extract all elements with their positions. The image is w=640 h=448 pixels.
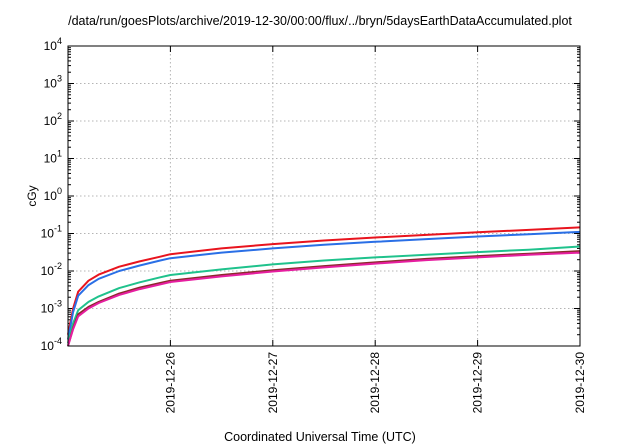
y-tick-base: 10 bbox=[44, 189, 58, 203]
y-tick-base: 10 bbox=[41, 264, 55, 278]
y-tick-exponent: 0 bbox=[57, 186, 62, 196]
y-tick-exponent: 2 bbox=[57, 111, 62, 121]
y-tick-exponent: -1 bbox=[54, 224, 62, 234]
x-tick-label: 2019-12-26 bbox=[163, 352, 177, 414]
series-3-line bbox=[67, 245, 581, 344]
plot-frame bbox=[67, 45, 581, 347]
y-tick-label: 103 bbox=[44, 74, 62, 91]
y-tick-base: 10 bbox=[44, 152, 58, 166]
y-tick-label: 10-1 bbox=[41, 224, 62, 241]
x-tick-label: 2019-12-28 bbox=[368, 352, 382, 414]
y-tick-label: 102 bbox=[44, 111, 62, 128]
y-tick-base: 10 bbox=[41, 339, 55, 353]
y-tick-exponent: -3 bbox=[54, 299, 62, 309]
y-tick-label: 100 bbox=[44, 186, 62, 203]
y-tick-label: 10-4 bbox=[41, 336, 62, 353]
y-tick-base: 10 bbox=[44, 114, 58, 128]
y-tick-exponent: 4 bbox=[57, 36, 62, 46]
y-tick-label: 104 bbox=[44, 36, 62, 53]
y-tick-base: 10 bbox=[44, 39, 58, 53]
y-tick-base: 10 bbox=[41, 227, 55, 241]
series-5-line bbox=[67, 251, 581, 347]
y-tick-exponent: -4 bbox=[54, 336, 62, 346]
x-tick-label: 2019-12-30 bbox=[573, 352, 587, 414]
y-tick-exponent: 1 bbox=[57, 149, 62, 159]
y-tick-base: 10 bbox=[41, 302, 55, 316]
x-axis-label: Coordinated Universal Time (UTC) bbox=[224, 430, 416, 444]
y-tick-exponent: -2 bbox=[54, 261, 62, 271]
series-1-line bbox=[67, 226, 581, 335]
y-tick-label: 10-3 bbox=[41, 299, 62, 316]
x-tick-label: 2019-12-29 bbox=[471, 352, 485, 414]
y-tick-label: 10-2 bbox=[41, 261, 62, 278]
x-tick-label: 2019-12-27 bbox=[266, 352, 280, 414]
chart-title: /data/run/goesPlots/archive/2019-12-30/0… bbox=[68, 14, 572, 28]
series-4-line bbox=[67, 250, 581, 347]
y-tick-exponent: 3 bbox=[57, 74, 62, 84]
y-tick-label: 101 bbox=[44, 149, 62, 166]
y-tick-base: 10 bbox=[44, 77, 58, 91]
series-2-line bbox=[67, 230, 581, 340]
